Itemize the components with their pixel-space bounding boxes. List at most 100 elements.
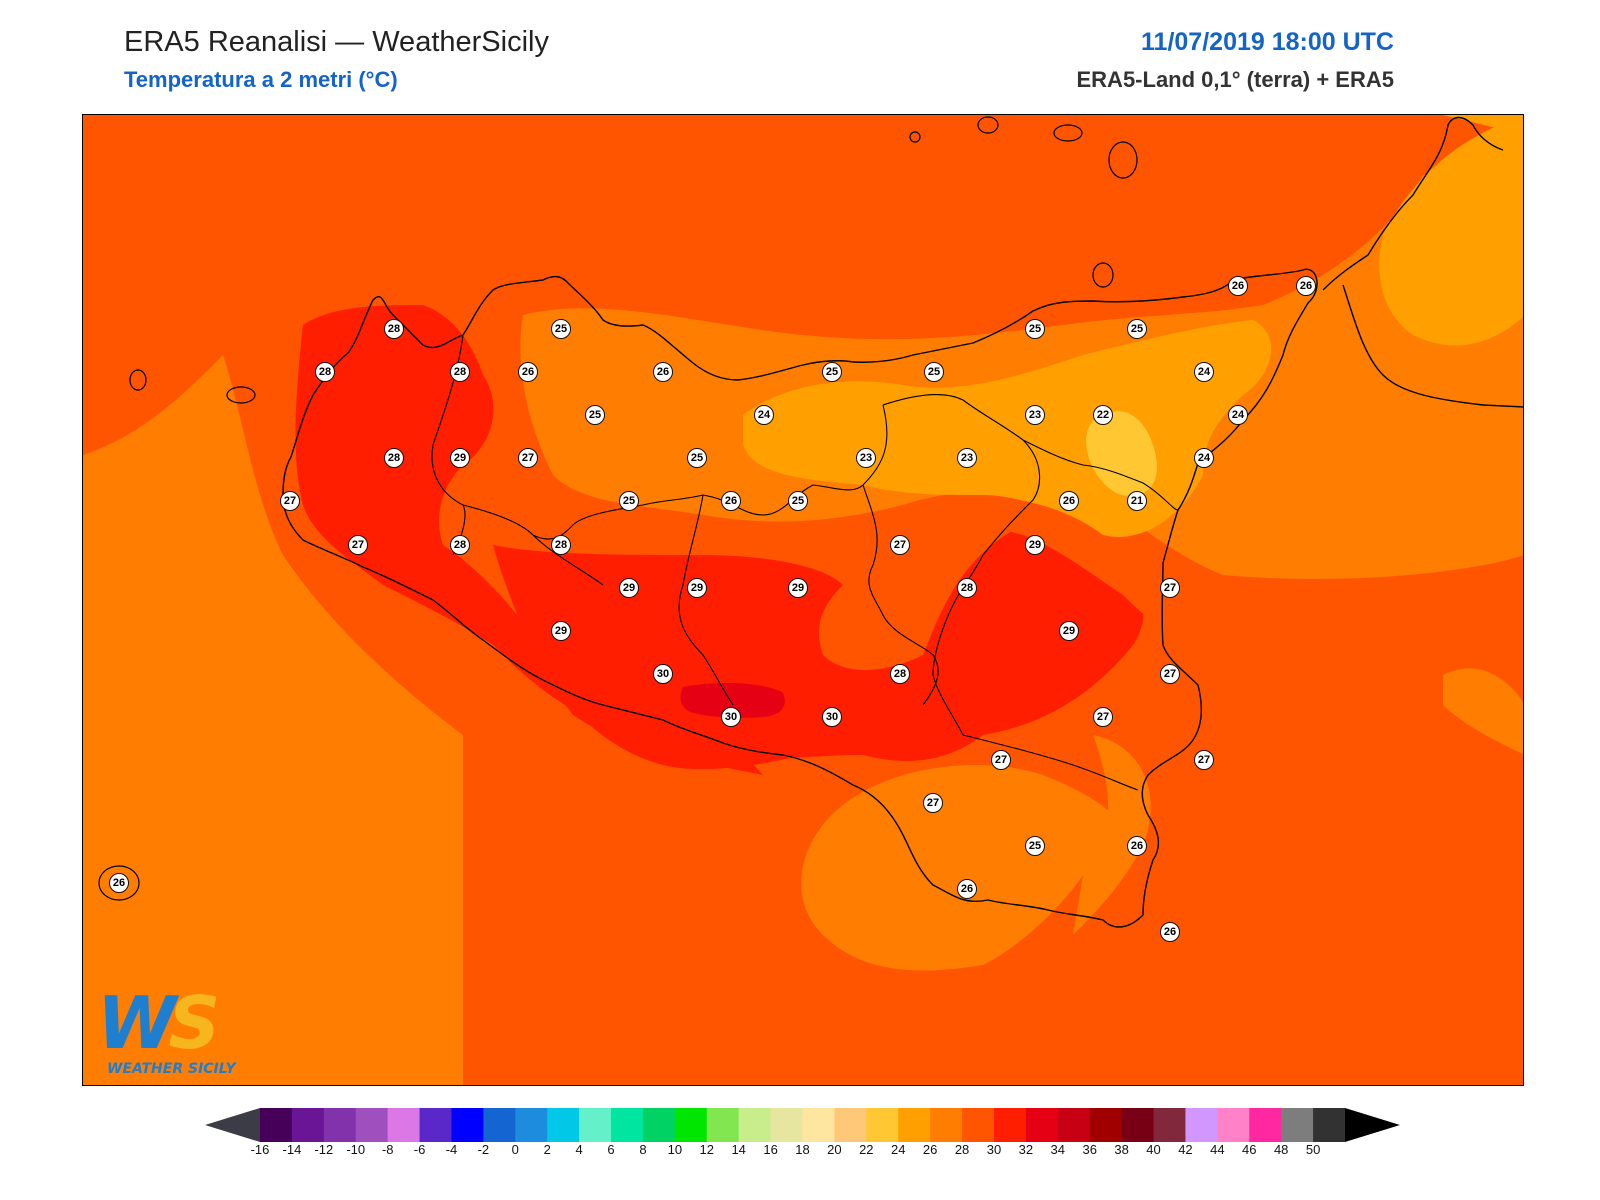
colorbar-tick-label: 36 — [1082, 1142, 1097, 1157]
colorbar-tick-label: 8 — [639, 1142, 647, 1157]
station-value: 29 — [450, 448, 470, 468]
station-value: 27 — [890, 535, 910, 555]
logo-text: WEATHER SICILY — [107, 1061, 236, 1077]
colorbar-tick-label: 48 — [1273, 1142, 1289, 1157]
colorbar-tick-label: 38 — [1114, 1142, 1129, 1157]
colorbar-tick-label: 4 — [575, 1142, 583, 1157]
station-value: 28 — [384, 448, 404, 468]
colorbar-segment — [674, 1108, 708, 1142]
station-value: 29 — [1059, 621, 1079, 641]
zone-24-26-east-sea — [1443, 668, 1523, 755]
station-value: 25 — [924, 362, 944, 382]
zone-24-26-west-sea — [83, 355, 463, 1085]
station-value: 27 — [923, 793, 943, 813]
station-value: 21 — [1127, 491, 1147, 511]
colorbar-tick-label: -2 — [477, 1142, 490, 1157]
weathersicily-logo: WS WEATHER SICILY — [97, 983, 257, 1079]
station-value: 27 — [991, 750, 1011, 770]
station-value: 26 — [1296, 276, 1316, 296]
station-value: 25 — [822, 362, 842, 382]
colorbar-tick-label: 40 — [1146, 1142, 1161, 1157]
station-value: 29 — [687, 578, 707, 598]
colorbar-segment — [1281, 1108, 1314, 1142]
colorbar-segment — [515, 1108, 548, 1142]
station-value: 27 — [1160, 664, 1180, 684]
colorbar-segment — [866, 1108, 899, 1142]
colorbar-segment — [770, 1108, 803, 1142]
station-value: 24 — [1228, 405, 1248, 425]
station-value: 27 — [1160, 578, 1180, 598]
colorbar-segment — [738, 1108, 772, 1142]
map-subtitle: Temperatura a 2 metri (°C) — [124, 67, 398, 92]
calabria-coastline — [1322, 116, 1523, 408]
colorbar-segment — [642, 1108, 676, 1142]
station-value: 30 — [822, 707, 842, 727]
zone-22-24-ne — [1379, 115, 1523, 346]
island-vulcano — [1053, 124, 1083, 142]
colorbar-segment — [898, 1108, 931, 1142]
station-value: 25 — [1127, 319, 1147, 339]
colorbar-segment — [962, 1108, 995, 1142]
colorbar-segment — [483, 1108, 516, 1142]
colorbar-tick-label: 32 — [1018, 1142, 1034, 1157]
colorbar-segment — [1217, 1108, 1250, 1142]
map-svg — [83, 115, 1523, 1085]
station-value: 27 — [1194, 750, 1214, 770]
colorbar-segment — [1057, 1108, 1091, 1142]
station-value: 24 — [1194, 448, 1214, 468]
zone-21-22-etna — [1086, 411, 1157, 496]
colorbar-segment — [355, 1108, 389, 1142]
colorbar-segment — [834, 1108, 867, 1142]
station-value: 23 — [957, 448, 977, 468]
station-value: 29 — [551, 621, 571, 641]
station-value: 26 — [721, 491, 741, 511]
colorbar-segment — [930, 1108, 963, 1142]
colorbar-tick-label: 24 — [891, 1142, 906, 1157]
colorbar-segment — [419, 1108, 452, 1142]
station-value: 23 — [1025, 405, 1045, 425]
station-value: 25 — [1025, 836, 1045, 856]
map-title: ERA5 Reanalisi — WeatherSicily — [124, 26, 549, 58]
colorbar-segment — [1121, 1108, 1155, 1142]
colorbar-tick-label: 50 — [1305, 1142, 1321, 1157]
island-alicudi — [909, 131, 921, 143]
temperature-map: 28 25 28 28 26 26 25 24 28 29 27 25 27 2… — [82, 114, 1524, 1086]
station-value: 29 — [1025, 535, 1045, 555]
colorbar-tick-label: 12 — [699, 1142, 714, 1157]
colorbar-segment — [1025, 1108, 1059, 1142]
station-value: 26 — [518, 362, 538, 382]
colorbar-tick-label: 26 — [922, 1142, 938, 1157]
map-datetime: 11/07/2019 18:00 UTC — [1141, 28, 1394, 56]
colorbar-labels: -16 -14 -12 -10 -8 -6 -4 -2 0 2 4 6 8 10 12 14 16 18 20 22 2… — [0, 1142, 1600, 1162]
colorbar-tick-label: -10 — [346, 1142, 366, 1157]
colorbar-segment — [802, 1108, 835, 1142]
station-value: 27 — [518, 448, 538, 468]
colorbar-segment — [323, 1108, 357, 1142]
station-value: 25 — [1025, 319, 1045, 339]
station-value: 30 — [653, 664, 673, 684]
station-value: 28 — [957, 578, 977, 598]
station-value: 27 — [1093, 707, 1113, 727]
station-value: 29 — [619, 578, 639, 598]
station-value: 27 — [348, 535, 368, 555]
station-value: 28 — [384, 319, 404, 339]
island-pantelleria — [98, 865, 140, 901]
colorbar-segment — [260, 1108, 293, 1142]
zone-24-26-central — [961, 495, 1223, 635]
colorbar-tick-label: 28 — [954, 1142, 970, 1157]
zone-30-32-south — [680, 683, 785, 718]
colorbar-segment — [579, 1108, 612, 1142]
colorbar-segment — [1153, 1108, 1186, 1142]
colorbar-segment — [547, 1108, 580, 1142]
station-value: 26 — [109, 873, 129, 893]
colorbar-tick-label: -12 — [314, 1142, 334, 1157]
colorbar-over-arrow — [1345, 1108, 1400, 1142]
island-marettimo — [129, 369, 147, 391]
island-lipari — [1108, 141, 1138, 179]
station-value: 28 — [551, 535, 571, 555]
colorbar-segment — [291, 1108, 325, 1142]
station-value: 25 — [687, 448, 707, 468]
station-value: 26 — [1059, 491, 1079, 511]
data-source: ERA5-Land 0,1° (terra) + ERA5 — [1076, 67, 1395, 92]
colorbar-tick-label: -4 — [445, 1142, 458, 1157]
